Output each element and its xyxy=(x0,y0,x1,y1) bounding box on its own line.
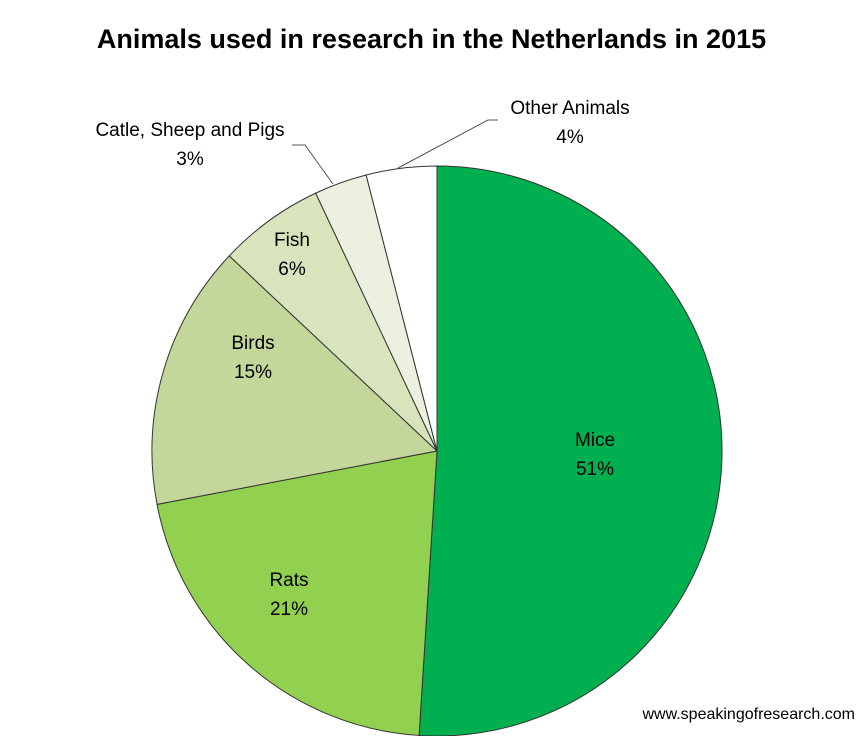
pie-slice-birds xyxy=(151,255,439,505)
pie-slice-rats xyxy=(156,450,438,736)
pie-slice-other-animals xyxy=(365,165,438,452)
slice-label: Mice xyxy=(575,430,615,451)
leader-line xyxy=(397,119,498,169)
slice-label: Catle, Sheep and Pigs xyxy=(95,120,284,141)
slice-label: Rats xyxy=(269,570,308,591)
slice-label: Birds xyxy=(231,333,274,354)
slice-percent-label: 4% xyxy=(556,127,584,148)
slice-label: Other Animals xyxy=(510,98,629,119)
slice-percent-label: 21% xyxy=(270,599,308,620)
pie-slice-mice xyxy=(418,165,723,736)
slice-percent-label: 51% xyxy=(576,459,614,480)
chart-title: Animals used in research in the Netherla… xyxy=(96,24,767,54)
slice-percent-label: 3% xyxy=(176,149,204,170)
leader-line xyxy=(292,144,334,185)
slice-label: Fish xyxy=(274,230,310,251)
slice-percent-label: 6% xyxy=(278,259,306,280)
slice-percent-label: 15% xyxy=(234,362,272,383)
source-credit: www.speakingofresearch.com xyxy=(642,706,855,723)
